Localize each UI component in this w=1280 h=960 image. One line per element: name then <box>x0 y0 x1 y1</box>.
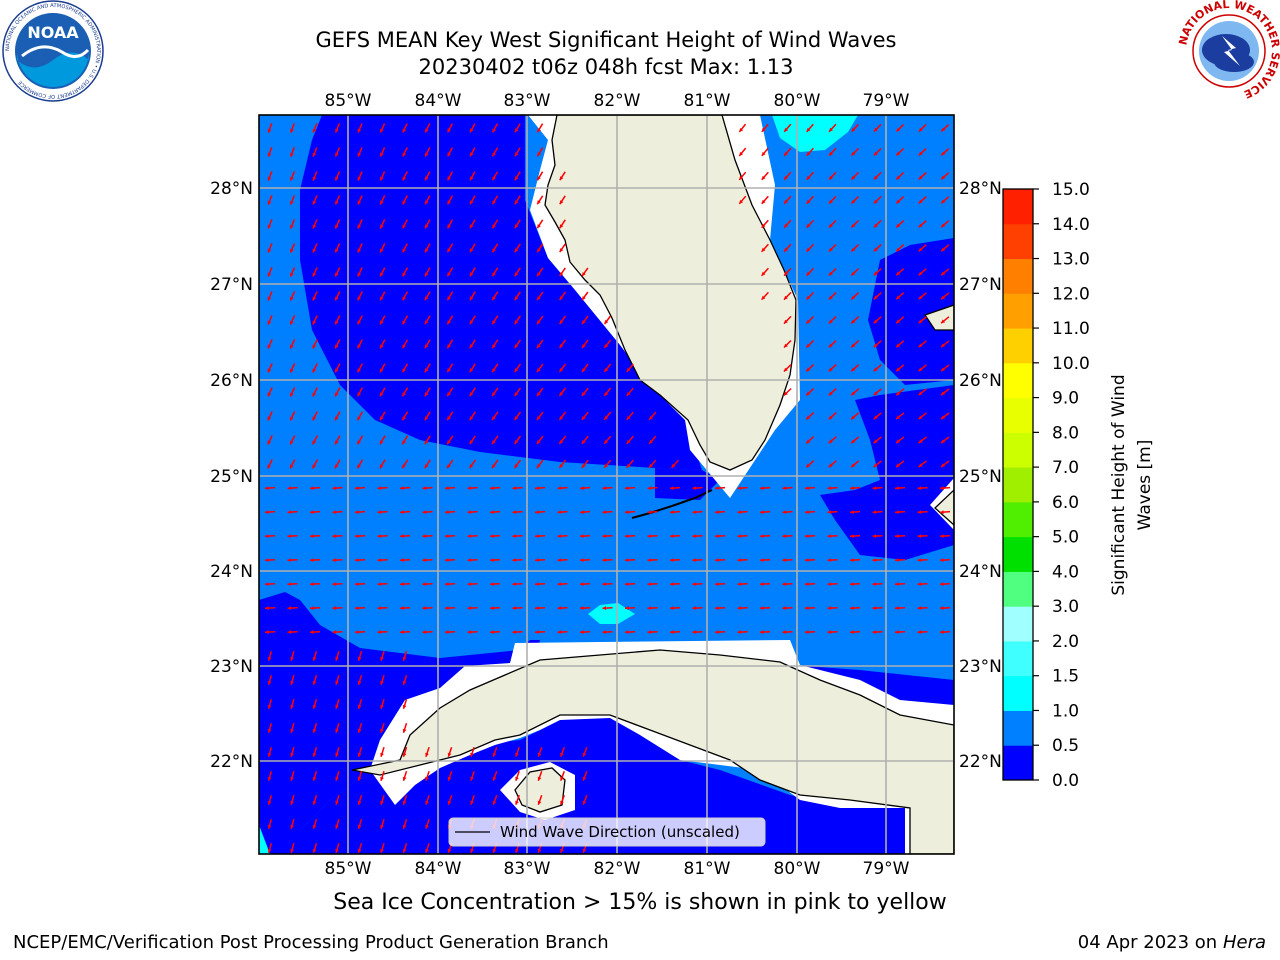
map-figure: Wind Wave Direction (unscaled) 85°W 84°W… <box>0 0 1280 960</box>
lon-label: 85°W <box>325 859 372 879</box>
colorbar-segment <box>1003 745 1033 780</box>
colorbar-ticks: 0.0 0.5 1.0 1.5 2.0 3.0 4.0 5.0 6.0 7.0 8.0 9.0 10.0… <box>1033 180 1090 791</box>
lat-label: 26°N <box>959 371 1002 391</box>
lat-label: 24°N <box>210 562 253 582</box>
nws-logo-icon: NATIONAL WEATHER SERVICE <box>1178 0 1280 102</box>
noaa-logo-icon: NOAA NATIONAL OCEANIC AND ATMOSPHERIC AD… <box>2 0 104 102</box>
colorbar-segment <box>1003 710 1033 745</box>
colorbar-tick-label: 10.0 <box>1052 354 1090 374</box>
lat-label: 25°N <box>959 467 1002 487</box>
colorbar-tick-label: 1.0 <box>1052 701 1079 721</box>
colorbar-segment <box>1003 502 1033 537</box>
lat-label: 28°N <box>210 179 253 199</box>
lon-label: 82°W <box>594 91 641 111</box>
lon-label: 85°W <box>325 91 372 111</box>
colorbar-segment <box>1003 467 1033 502</box>
colorbar-tick-label: 0.5 <box>1052 736 1079 756</box>
chart-title-line2: 20230402 t06z 048h fcst Max: 1.13 <box>200 54 1012 80</box>
lon-label: 84°W <box>415 91 462 111</box>
colorbar-tick-label: 12.0 <box>1052 284 1090 304</box>
lat-label: 28°N <box>959 179 1002 199</box>
lat-label: 27°N <box>210 275 253 295</box>
colorbar-tick-label: 13.0 <box>1052 250 1090 270</box>
colorbar-tick-label: 11.0 <box>1052 319 1090 339</box>
footer-machine: Hera <box>1223 932 1266 953</box>
lon-label: 79°W <box>863 91 910 111</box>
colorbar-segment <box>1003 606 1033 641</box>
colorbar-segment <box>1003 641 1033 676</box>
lon-label: 79°W <box>863 859 910 879</box>
map-plot-area: Wind Wave Direction (unscaled) <box>259 115 954 854</box>
colorbar-tick-label: 1.5 <box>1052 667 1079 687</box>
lon-label: 81°W <box>684 859 731 879</box>
lon-label: 80°W <box>774 859 821 879</box>
colorbar-tick-label: 8.0 <box>1052 423 1079 443</box>
lon-label: 83°W <box>504 91 551 111</box>
lat-label: 22°N <box>959 752 1002 772</box>
colorbar-segment <box>1003 293 1033 328</box>
colorbar-segment <box>1003 259 1033 294</box>
colorbar-label-line1: Significant Height of Wind <box>1109 374 1129 595</box>
colorbar-tick-label: 0.0 <box>1052 771 1079 791</box>
lon-labels-top: 85°W 84°W 83°W 82°W 81°W 80°W 79°W <box>325 91 910 111</box>
noaa-logo-text: NOAA <box>27 23 79 42</box>
lat-labels-left: 28°N 27°N 26°N 25°N 24°N 23°N 22°N <box>210 179 253 772</box>
lat-label: 23°N <box>210 657 253 677</box>
lon-label: 84°W <box>415 859 462 879</box>
colorbar-label-line2: Waves [m] <box>1135 440 1155 531</box>
colorbar <box>1003 189 1033 781</box>
chart-title-line1: GEFS MEAN Key West Significant Height of… <box>200 27 1012 53</box>
lon-label: 80°W <box>774 91 821 111</box>
footer-date-text: 04 Apr 2023 on <box>1078 932 1223 953</box>
lon-label: 83°W <box>504 859 551 879</box>
lat-label: 25°N <box>210 467 253 487</box>
colorbar-tick-label: 2.0 <box>1052 632 1079 652</box>
lon-label: 82°W <box>594 859 641 879</box>
colorbar-segment <box>1003 571 1033 606</box>
lat-label: 24°N <box>959 562 1002 582</box>
footer-date: 04 Apr 2023 on Hera <box>1078 932 1266 953</box>
lon-labels-bottom: 85°W 84°W 83°W 82°W 81°W 80°W 79°W <box>325 859 910 879</box>
legend-label: Wind Wave Direction (unscaled) <box>500 823 740 841</box>
colorbar-segment <box>1003 224 1033 259</box>
colorbar-tick-label: 5.0 <box>1052 528 1079 548</box>
lat-label: 27°N <box>959 275 1002 295</box>
map-legend: Wind Wave Direction (unscaled) <box>449 818 765 846</box>
sea-ice-caption: Sea Ice Concentration > 15% is shown in … <box>0 890 1280 915</box>
lat-label: 22°N <box>210 752 253 772</box>
colorbar-tick-label: 9.0 <box>1052 389 1079 409</box>
lat-labels-right: 28°N 27°N 26°N 25°N 24°N 23°N 22°N <box>959 179 1002 772</box>
lat-label: 26°N <box>210 371 253 391</box>
colorbar-tick-label: 14.0 <box>1052 215 1090 235</box>
colorbar-segment <box>1003 432 1033 467</box>
colorbar-tick-label: 15.0 <box>1052 180 1090 200</box>
colorbar-segment <box>1003 676 1033 711</box>
lat-label: 23°N <box>959 657 1002 677</box>
colorbar-segment <box>1003 398 1033 433</box>
footer-branch: NCEP/EMC/Verification Post Processing Pr… <box>13 932 609 953</box>
colorbar-segment <box>1003 363 1033 398</box>
colorbar-tick-label: 7.0 <box>1052 458 1079 478</box>
colorbar-tick-label: 4.0 <box>1052 562 1079 582</box>
colorbar-tick-label: 3.0 <box>1052 597 1079 617</box>
colorbar-segment <box>1003 537 1033 572</box>
lon-label: 81°W <box>684 91 731 111</box>
colorbar-segment <box>1003 328 1033 363</box>
colorbar-segment <box>1003 189 1033 224</box>
colorbar-tick-label: 6.0 <box>1052 493 1079 513</box>
